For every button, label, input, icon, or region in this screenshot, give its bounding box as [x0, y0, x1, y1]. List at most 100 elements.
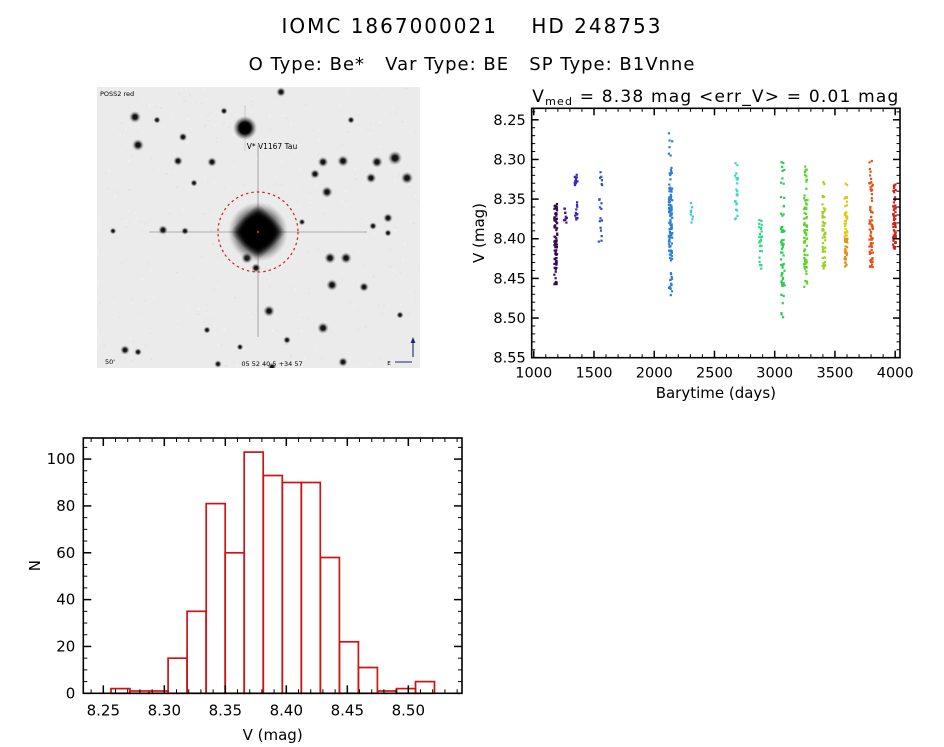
data-point [669, 178, 672, 181]
magnitude-histogram: 8.25 8.30 8.35 8.40 8.45 8.50 0 20 40 60 80 100 V (m… [26, 437, 463, 744]
star-core [222, 109, 226, 113]
data-point [759, 250, 762, 253]
data-point [554, 277, 557, 280]
data-point [576, 217, 579, 220]
data-point [804, 279, 807, 283]
data-point [760, 250, 763, 253]
y-tick-label: 8.35 [493, 192, 525, 208]
coordinates-label: 05 52 40.5 +34 57 [241, 360, 302, 368]
data-point [822, 247, 825, 250]
data-point [821, 228, 824, 231]
data-point [823, 183, 826, 186]
data-point [780, 281, 783, 284]
data-point [821, 236, 824, 239]
histogram-bar [357, 666, 379, 695]
data-point [868, 265, 871, 268]
data-point [667, 201, 670, 204]
data-point [574, 211, 577, 215]
data-point [554, 212, 557, 215]
data-point [554, 270, 557, 273]
histogram-bar [319, 556, 341, 695]
data-point [805, 237, 808, 241]
data-point [781, 177, 784, 180]
data-point [576, 201, 579, 204]
data-point [555, 243, 558, 246]
data-point [667, 203, 670, 206]
data-point [803, 221, 806, 225]
data-point [844, 250, 847, 253]
data-point [575, 218, 578, 221]
data-point [871, 263, 874, 266]
data-point [736, 214, 739, 217]
data-point [823, 260, 826, 264]
data-point [822, 265, 825, 268]
data-point [667, 132, 671, 135]
data-point [781, 284, 784, 288]
data-point [758, 235, 761, 238]
x-axis-title: Barytime (days) [656, 384, 776, 402]
data-point [669, 208, 672, 211]
data-point [758, 219, 761, 222]
data-point [783, 196, 786, 199]
y-tick-label: 80 [56, 497, 75, 515]
data-point [844, 211, 848, 214]
target-center-dot [256, 230, 260, 234]
data-point [805, 272, 808, 276]
data-point [844, 245, 847, 248]
data-point [668, 231, 671, 234]
data-point [843, 235, 846, 238]
data-point [555, 246, 558, 249]
data-point [804, 261, 807, 264]
data-point [736, 177, 739, 180]
data-point [803, 265, 806, 268]
data-point [805, 187, 808, 190]
data-point [555, 229, 558, 232]
histogram-bar [205, 502, 227, 695]
star-core [133, 115, 137, 119]
data-point [780, 272, 784, 275]
data-point [803, 248, 806, 251]
data-point [893, 247, 896, 250]
y-tick-label: 40 [56, 591, 75, 609]
data-point [669, 244, 672, 248]
data-point [599, 226, 602, 229]
data-point [691, 215, 694, 218]
data-point [671, 140, 674, 143]
data-point [870, 181, 873, 184]
data-point [844, 225, 847, 228]
data-point [803, 285, 806, 288]
data-point [803, 250, 806, 253]
axis-minor-ticks [531, 108, 900, 358]
data-point [806, 254, 809, 257]
data-point [601, 184, 604, 187]
data-point [670, 166, 673, 169]
data-point [575, 176, 578, 179]
data-point [598, 220, 601, 223]
data-point [555, 283, 558, 286]
data-point [780, 226, 783, 229]
data-points [553, 132, 897, 319]
data-point [871, 260, 874, 263]
data-point [600, 179, 603, 182]
data-point [734, 218, 737, 221]
data-point [845, 204, 849, 207]
data-point [669, 169, 673, 172]
data-point [892, 239, 895, 242]
data-point [843, 222, 846, 225]
data-point [555, 207, 558, 210]
data-point [669, 294, 672, 297]
data-point [893, 235, 896, 238]
star-core [238, 345, 242, 349]
data-point [845, 200, 849, 203]
star-core [386, 216, 390, 220]
histogram-bar [262, 474, 284, 695]
data-point [556, 222, 559, 225]
data-point [894, 224, 897, 227]
data-point [805, 280, 808, 283]
data-point [870, 193, 873, 196]
data-point [669, 285, 672, 288]
data-point [782, 238, 785, 242]
data-point [804, 199, 807, 202]
data-point [844, 239, 847, 242]
data-point [870, 197, 873, 200]
